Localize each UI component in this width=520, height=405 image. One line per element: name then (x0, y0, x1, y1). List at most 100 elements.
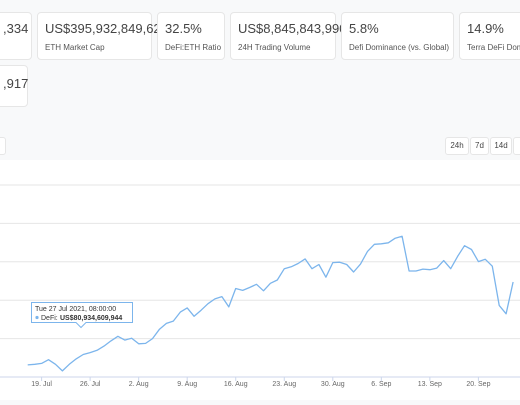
range-button-14d[interactable]: 14d (490, 137, 512, 155)
data-point[interactable] (87, 350, 93, 356)
data-point[interactable] (371, 241, 377, 247)
data-point[interactable] (66, 361, 72, 367)
data-point[interactable] (267, 280, 273, 286)
data-point[interactable] (288, 264, 294, 270)
data-point[interactable] (482, 256, 488, 262)
data-point[interactable] (330, 260, 336, 266)
data-point[interactable] (358, 261, 364, 267)
data-point[interactable] (434, 265, 440, 271)
data-point[interactable] (254, 281, 260, 287)
data-point[interactable] (281, 266, 287, 272)
range-button-7d[interactable]: 7d (470, 137, 489, 155)
stat-card-eth-market-cap: US$395,932,849,620 ETH Market Cap (37, 12, 168, 60)
data-point[interactable] (351, 269, 357, 275)
defi-market-cap-chart[interactable]: 19. Jul 26. Jul 2. Aug 9. Aug 16. Aug 23. Aug… (0, 160, 520, 400)
data-point[interactable] (448, 266, 454, 272)
x-tick-label: 26. Jul (80, 381, 101, 388)
data-point[interactable] (73, 356, 79, 362)
data-point[interactable] (399, 233, 405, 239)
data-point[interactable] (170, 318, 176, 324)
tooltip-series-name: DeFi: (41, 315, 58, 322)
stat-label: Defi Dominance (vs. Global) (349, 43, 450, 52)
stat-value: 32.5% (165, 21, 202, 36)
x-tick-label: 30. Aug (321, 381, 345, 388)
data-point[interactable] (177, 309, 183, 315)
stat-label: ETH Market Cap (45, 43, 105, 52)
data-point[interactable] (323, 274, 329, 280)
x-tick-label: 9. Aug (177, 381, 197, 388)
data-point[interactable] (475, 259, 481, 265)
data-point[interactable] (344, 262, 350, 268)
data-point[interactable] (198, 307, 204, 313)
data-point[interactable] (462, 243, 468, 249)
data-point[interactable] (309, 266, 315, 272)
data-point[interactable] (392, 235, 398, 241)
data-point[interactable] (115, 333, 121, 339)
tooltip-value: US$80,934,609,944 (60, 315, 122, 322)
data-point[interactable] (94, 347, 100, 353)
data-point[interactable] (53, 361, 59, 367)
data-point[interactable] (365, 248, 371, 254)
data-point[interactable] (80, 352, 86, 358)
data-point[interactable] (191, 313, 197, 319)
x-tick-label: 2. Aug (129, 381, 149, 388)
data-point[interactable] (150, 336, 156, 342)
data-point[interactable] (143, 340, 149, 346)
tooltip-date: Tue 27 Jul 2021, 08:00:00 (35, 306, 116, 313)
tooltip-box (31, 302, 133, 329)
data-point[interactable] (240, 287, 246, 293)
data-point[interactable] (157, 326, 163, 332)
data-point[interactable] (455, 253, 461, 259)
data-point[interactable] (295, 261, 301, 267)
data-point[interactable] (59, 368, 65, 374)
range-button-more[interactable] (513, 137, 520, 155)
data-point[interactable] (413, 268, 419, 274)
data-point[interactable] (247, 285, 253, 291)
data-point[interactable] (503, 311, 509, 317)
data-point[interactable] (274, 277, 280, 283)
stat-card-defi-eth-ratio: 32.5% DeFi:ETH Ratio (157, 12, 225, 60)
data-point[interactable] (136, 341, 142, 347)
stat-value: ,917 (3, 76, 29, 91)
stat-card-secondary: ,917 (0, 65, 28, 107)
x-tick-label: 23. Aug (272, 381, 296, 388)
data-point[interactable] (122, 337, 128, 343)
data-point[interactable] (39, 360, 45, 366)
data-point[interactable] (184, 305, 190, 311)
data-point[interactable] (101, 343, 107, 349)
data-point[interactable] (316, 262, 322, 268)
data-point[interactable] (233, 286, 239, 292)
stat-card-terra-defi-dominance: 14.9% Terra DeFi Dom (459, 12, 520, 60)
data-point[interactable] (108, 338, 114, 344)
data-point[interactable] (378, 241, 384, 247)
data-point[interactable] (163, 320, 169, 326)
data-point[interactable] (46, 357, 52, 363)
data-point[interactable] (420, 266, 426, 272)
chart-panel: 19. Jul 26. Jul 2. Aug 9. Aug 16. Aug 23. Aug… (0, 160, 520, 400)
data-point[interactable] (32, 361, 38, 367)
range-button-24h[interactable]: 24h (445, 137, 469, 155)
data-point[interactable] (205, 301, 211, 307)
data-point[interactable] (385, 240, 391, 246)
data-point[interactable] (302, 256, 308, 262)
stat-card-trading-volume: US$8,845,843,990 24H Trading Volume (230, 12, 346, 60)
data-point[interactable] (406, 268, 412, 274)
data-point[interactable] (337, 259, 343, 265)
data-point[interactable] (129, 335, 135, 341)
stat-value: 5.8% (349, 21, 379, 36)
data-point[interactable] (441, 258, 447, 264)
data-point[interactable] (510, 279, 516, 285)
data-point[interactable] (25, 362, 31, 368)
stat-value: 14.9% (467, 21, 504, 36)
data-point[interactable] (212, 296, 218, 302)
data-point[interactable] (427, 267, 433, 273)
data-point[interactable] (219, 294, 225, 300)
data-point[interactable] (489, 263, 495, 269)
data-point[interactable] (226, 304, 232, 310)
x-tick-label: 16. Aug (224, 381, 248, 388)
data-point[interactable] (496, 302, 502, 308)
range-button-partial[interactable] (0, 137, 6, 155)
data-point[interactable] (261, 288, 267, 294)
x-tick-label: 20. Sep (466, 381, 490, 388)
data-point[interactable] (469, 247, 475, 253)
